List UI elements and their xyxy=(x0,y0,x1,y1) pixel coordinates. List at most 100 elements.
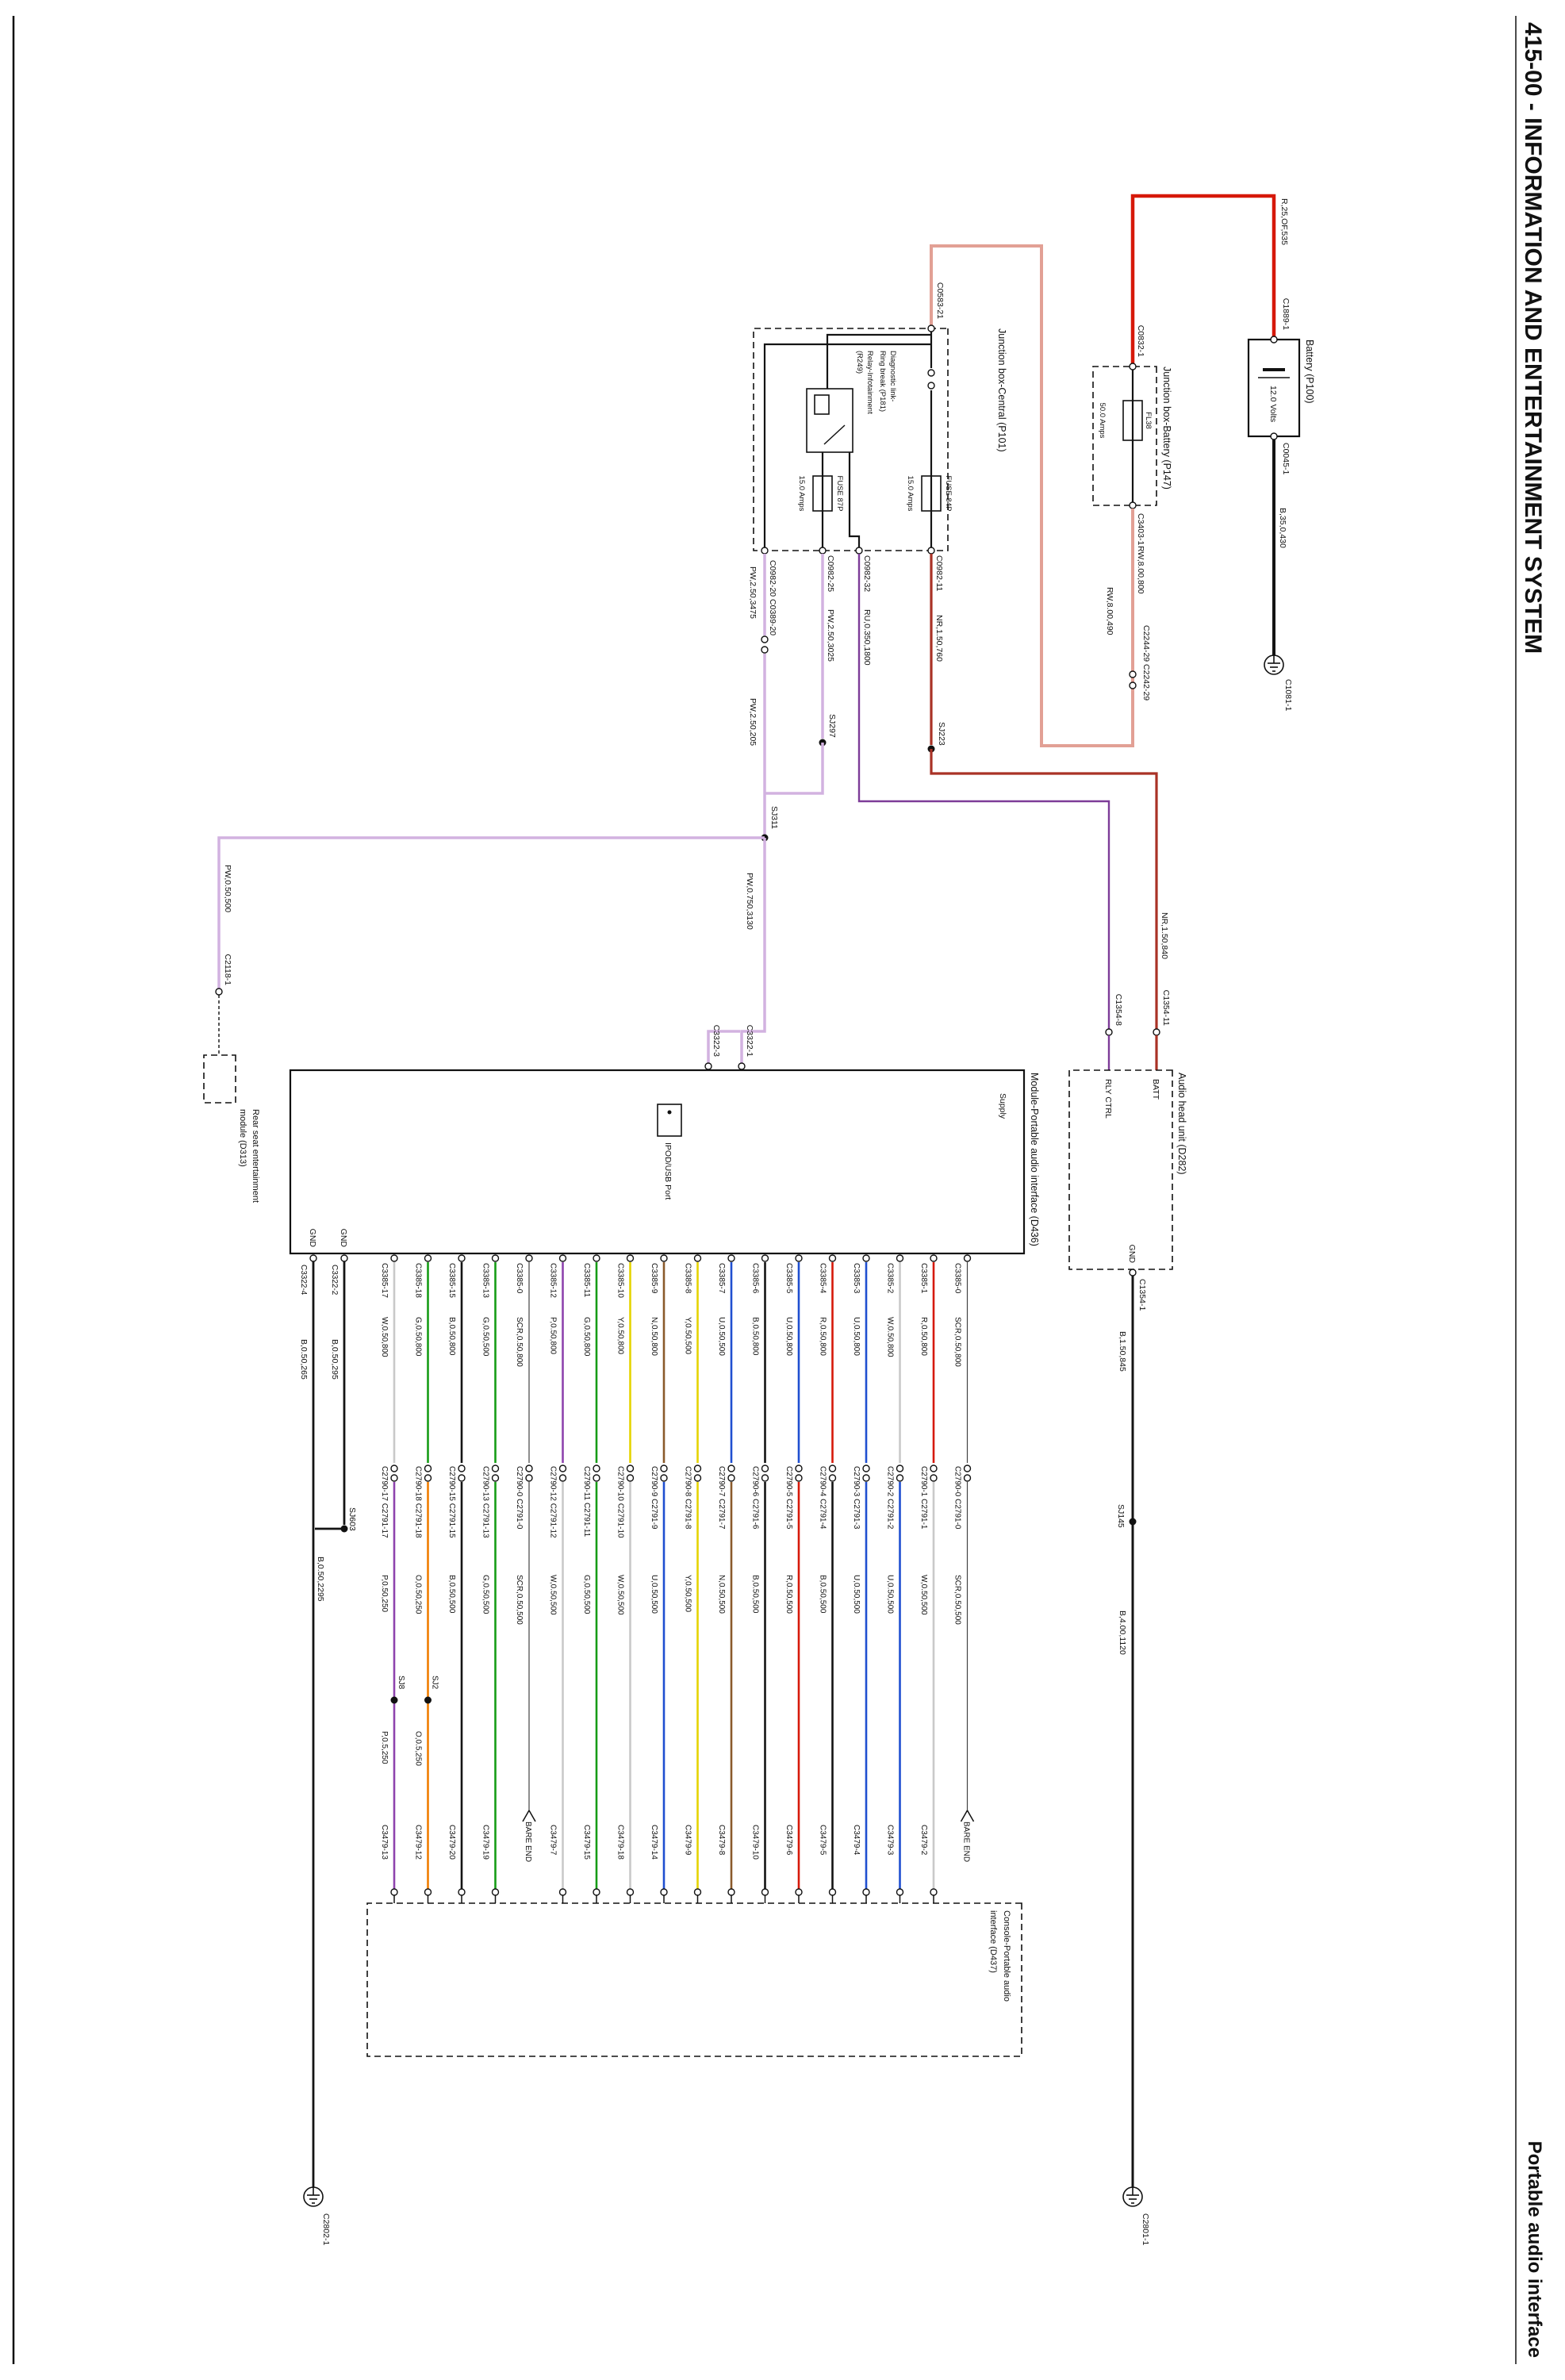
ground-label: C2802-1 xyxy=(321,2213,331,2245)
ground-symbol xyxy=(1264,654,1284,675)
signal-column: C3385-15 B,0.50,800 C2790-15 C2791-15 B,0.5… xyxy=(447,1254,466,1903)
console-pin-label: C3479-12 xyxy=(414,1825,423,1860)
console-pin xyxy=(558,1888,567,1896)
console-pin xyxy=(862,1888,870,1896)
module-pin xyxy=(458,1254,466,1262)
console-pin xyxy=(727,1888,735,1896)
page-title: 415-00 - INFORMATION AND ENTERTAINMENT S… xyxy=(1520,22,1546,654)
diag-link-label: Diagnostic link- xyxy=(888,351,897,401)
wire-lower2-label: P,0.5,250 xyxy=(380,1731,389,1764)
inline-connector xyxy=(828,1474,837,1482)
connector-pin xyxy=(704,1062,712,1070)
inline-connector xyxy=(693,1474,702,1482)
inline-connector-label: C2790-0 C2791-0 xyxy=(953,1466,962,1530)
wire-upper-label: G,0.50,500 xyxy=(481,1317,490,1357)
inline-connector-label: C2790-12 C2791-12 xyxy=(549,1466,558,1538)
module-pin-label: C3385-0 xyxy=(953,1263,962,1294)
inline-connector xyxy=(458,1474,466,1482)
connector-label: C0982-25 xyxy=(826,555,835,592)
inline-connector-label: C2790-10 C2791-10 xyxy=(616,1466,625,1538)
inline-connector-label: C2790-17 C2791-17 xyxy=(380,1466,389,1538)
bare-end-label: BARE END xyxy=(962,1821,971,1862)
console-pin-label: C3479-4 xyxy=(852,1825,861,1856)
module-pin-label: C3385-11 xyxy=(582,1263,591,1298)
connector-pin xyxy=(1153,1028,1160,1036)
signal-column: C3385-0 SCR,0.50,800 C2790-0 C2791-0 SCR,0.… xyxy=(515,1254,536,1862)
component-label: interface (D437) xyxy=(988,1910,998,1973)
inline-connector xyxy=(558,1464,567,1472)
module-pin xyxy=(593,1254,600,1262)
inline-connector xyxy=(593,1464,600,1472)
component-label: Battery (P100) xyxy=(1304,340,1315,404)
module-pin xyxy=(660,1254,668,1262)
signal-column: C3385-8 Y,0.50,500 C2790-8 C2791-8 Y,0.50,5… xyxy=(684,1254,702,1903)
inline-connector-label: C2790-1 C2791-1 xyxy=(919,1466,928,1530)
jb-battery-box xyxy=(1092,366,1157,506)
pin-label: GND xyxy=(1127,1245,1137,1264)
module-pin-label: C3385-3 xyxy=(852,1263,861,1294)
wire-label: NR,1.50,840 xyxy=(1160,912,1169,959)
console-interface: Console-Portable audio interface (D437) xyxy=(366,1902,1022,2057)
connector-label: C1354-8 xyxy=(1114,994,1123,1026)
pin-label: GND xyxy=(308,1229,317,1248)
port-label: IPOD/USB Port xyxy=(663,1142,673,1200)
connector-pin xyxy=(1129,1269,1137,1276)
signal-column: C3385-3 U,0.50,800 C2790-3 C2791-3 U,0.50,5… xyxy=(852,1254,870,1903)
ring-break-pin xyxy=(927,382,935,390)
console-pin xyxy=(491,1888,500,1896)
fuse-amps-label: 15.0 Amps xyxy=(906,476,915,512)
connector-label: C1354-11 xyxy=(1161,990,1171,1026)
console-pin-label: C3479-7 xyxy=(549,1825,558,1856)
wire-lower-label: W,0.50,500 xyxy=(919,1575,928,1615)
inline-connector xyxy=(1129,670,1137,678)
console-pin xyxy=(896,1888,904,1896)
relay-label: (R249) xyxy=(855,351,864,374)
inline-connector xyxy=(761,646,769,654)
module-pin-label: C3385-13 xyxy=(481,1263,490,1298)
wire-upper-label: Y,0.50,500 xyxy=(684,1317,692,1355)
relay-symbol xyxy=(806,388,853,453)
component-label: module (D313) xyxy=(238,1109,247,1167)
wire-lower-label: B,0.50,500 xyxy=(819,1575,827,1614)
inline-connector xyxy=(930,1474,938,1482)
wire-label: RU,0.350,1800 xyxy=(862,609,872,666)
wire-lower-label: U,0.50,500 xyxy=(852,1575,861,1614)
inline-connector xyxy=(727,1474,735,1482)
splice-label: SJ145 xyxy=(1116,1504,1126,1528)
fuse-label: FL38 xyxy=(1144,412,1153,429)
splice-label: SJ297 xyxy=(827,714,837,738)
console-pin xyxy=(458,1888,466,1896)
wire-lower-label: W,0.50,500 xyxy=(549,1575,558,1615)
signal-column: C3385-6 B,0.50,800 C2790-6 C2791-6 B,0.50,5… xyxy=(751,1254,769,1903)
inline-connector xyxy=(660,1474,668,1482)
fuse-label: FUSE 84P xyxy=(944,476,953,512)
battery-volts: 12.0 Volts xyxy=(1268,386,1278,422)
console-pin xyxy=(761,1888,769,1896)
module-pin-label: C3385-17 xyxy=(380,1263,389,1298)
inline-connector-label: C2790-15 C2791-15 xyxy=(447,1466,456,1538)
console-pin-label: C3479-14 xyxy=(650,1825,658,1860)
splice xyxy=(424,1696,432,1704)
module-pin-label: C3385-2 xyxy=(886,1263,895,1294)
inline-connector xyxy=(828,1464,837,1472)
inline-connector xyxy=(660,1464,668,1472)
inline-connector xyxy=(525,1464,533,1472)
component-label: Audio head unit (D282) xyxy=(1176,1073,1187,1175)
module-pin xyxy=(862,1254,870,1262)
audio-head-unit: Audio head unit (D282) BATT RLY CTRL GND… xyxy=(1068,1069,1187,2245)
inline-connector xyxy=(963,1464,972,1472)
jb-internal-wire xyxy=(763,343,931,547)
component-label: Junction box-Central (P101) xyxy=(996,328,1007,452)
inline-connector-label: C2790-13 C2791-13 xyxy=(481,1466,490,1538)
signal-column: C3385-1 R,0.50,800 C2790-1 C2791-1 W,0.50,5… xyxy=(919,1254,938,1903)
page-subtitle: Portable audio interface xyxy=(1524,2141,1545,2358)
relay-contact-icon xyxy=(823,424,846,445)
wire-lower-label: G,0.50,500 xyxy=(582,1575,591,1614)
wire-label: NR,1.50,760 xyxy=(934,615,944,662)
wire-upper-label: U,0.50,500 xyxy=(717,1317,726,1356)
wire-label: PW,0.750,3130 xyxy=(745,873,754,930)
wire-lower-label: SCR,0.50,500 xyxy=(515,1575,524,1625)
console-pin xyxy=(593,1888,600,1896)
console-pin xyxy=(930,1888,938,1896)
console-pin-label: C3479-6 xyxy=(784,1825,793,1856)
